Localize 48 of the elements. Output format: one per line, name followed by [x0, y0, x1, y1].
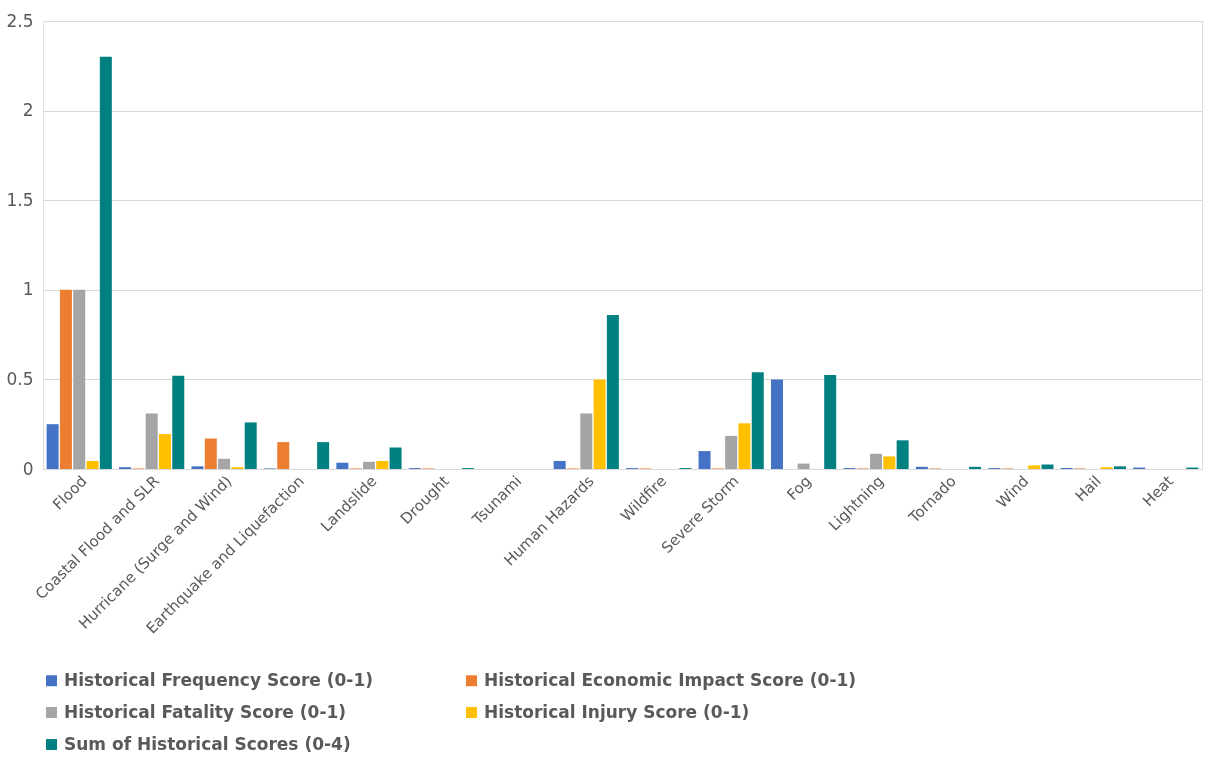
- bar: [824, 374, 837, 469]
- y-tick-label: 0: [22, 458, 34, 479]
- bar: [191, 466, 204, 469]
- legend-label: Historical Injury Score (0-1): [484, 701, 750, 722]
- bar: [244, 422, 257, 469]
- bar: [593, 379, 606, 469]
- bar: [73, 289, 86, 469]
- bar: [376, 460, 389, 469]
- bar: [870, 453, 883, 469]
- bar: [896, 440, 909, 469]
- bar: [751, 372, 764, 469]
- bar: [797, 463, 810, 469]
- bar: [86, 460, 99, 469]
- bar: [317, 442, 330, 469]
- bar: [580, 413, 593, 469]
- bar: [725, 435, 738, 469]
- legend-label: Historical Frequency Score (0-1): [64, 669, 373, 690]
- bar: [1028, 465, 1041, 469]
- bar: [46, 424, 59, 469]
- y-tick-label: 1.5: [6, 189, 34, 210]
- bar: [204, 438, 217, 469]
- bar: [362, 461, 375, 469]
- bar: [969, 466, 982, 469]
- bar: [770, 379, 783, 469]
- bar: [389, 447, 402, 469]
- bar: [158, 434, 171, 469]
- y-tick-label: 0.5: [6, 368, 34, 389]
- bar: [145, 413, 158, 469]
- bar: [172, 375, 185, 469]
- bar: [698, 451, 711, 469]
- bar: [606, 314, 619, 469]
- bar: [738, 423, 751, 469]
- bar: [277, 442, 290, 469]
- y-tick-label: 1: [22, 279, 34, 300]
- bar: [336, 462, 349, 469]
- bar: [915, 466, 928, 469]
- bar: [883, 456, 896, 469]
- bar: [99, 56, 112, 469]
- bar: [218, 458, 231, 469]
- bar: [59, 289, 72, 469]
- legend-label: Sum of Historical Scores (0-4): [64, 733, 351, 754]
- bar: [553, 460, 566, 469]
- x-tick-label: Fog: [783, 472, 815, 504]
- y-tick-label: 2.5: [6, 10, 34, 31]
- bar: [1113, 466, 1126, 469]
- legend-label: Historical Economic Impact Score (0-1): [484, 669, 857, 690]
- legend-label: Historical Fatality Score (0-1): [64, 701, 347, 722]
- y-tick-label: 2: [22, 100, 34, 121]
